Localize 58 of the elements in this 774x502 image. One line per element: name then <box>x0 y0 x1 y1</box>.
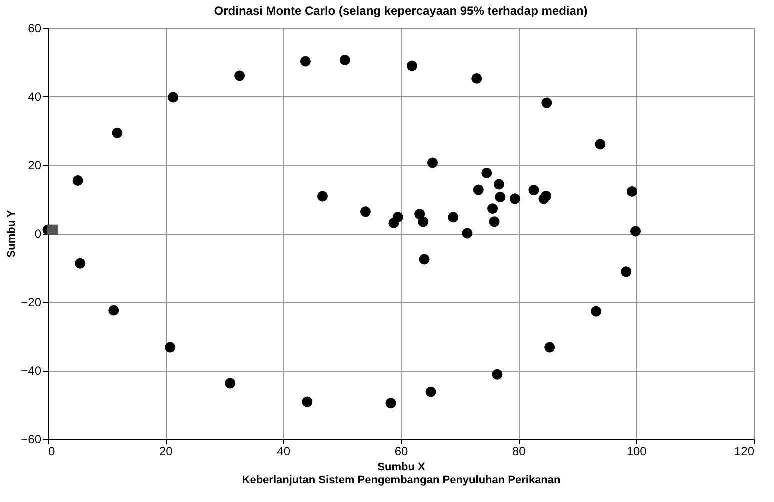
point <box>630 226 641 237</box>
y-tick-label: 20 <box>28 158 42 172</box>
point <box>462 228 473 239</box>
point <box>72 176 84 186</box>
point <box>473 184 484 196</box>
point <box>488 204 498 214</box>
x-axis-title: Sumbu X Keberlanjutan Sistem Pengembangan Penyuluhan Perikanan <box>242 462 562 486</box>
point <box>482 168 492 178</box>
point <box>595 139 606 150</box>
point <box>360 206 371 218</box>
point <box>489 216 500 228</box>
point <box>75 258 86 269</box>
x-tick-label: 0 <box>48 444 56 458</box>
y-tick-label: 0 <box>34 227 42 241</box>
x-tick-label: 80 <box>512 444 526 458</box>
point <box>165 342 176 353</box>
point <box>300 56 311 67</box>
point <box>234 70 246 82</box>
point <box>47 224 58 236</box>
y-axis-title: Sumbu Y <box>6 210 18 258</box>
point <box>168 92 179 103</box>
point <box>112 128 123 138</box>
point <box>406 60 418 72</box>
point <box>419 254 430 265</box>
point <box>626 186 638 197</box>
point <box>528 185 540 196</box>
chart-title: Ordinasi Monte Carlo (selang kepercayaan 95% terhadap median) <box>214 4 588 18</box>
point <box>108 305 120 316</box>
point <box>225 378 236 389</box>
y-tick-label: 60 <box>28 22 42 36</box>
point <box>495 192 506 202</box>
point <box>472 73 482 84</box>
x-tick-label: 20 <box>159 444 174 458</box>
point <box>426 386 436 398</box>
point <box>544 342 556 353</box>
point <box>386 398 396 409</box>
point <box>428 158 438 168</box>
point <box>318 191 328 202</box>
point <box>541 190 552 202</box>
y-tick-label: 40 <box>28 90 42 104</box>
x-tick-label: 60 <box>394 444 408 458</box>
point <box>448 212 459 223</box>
point <box>542 98 552 108</box>
point <box>494 179 504 190</box>
x-tick-label: 120 <box>734 444 755 458</box>
point <box>418 216 429 228</box>
point <box>392 212 404 223</box>
y-tick-label: −20 <box>21 296 42 310</box>
point <box>621 266 632 278</box>
x-tick-label: 40 <box>277 444 291 458</box>
y-tick-label: −40 <box>21 364 42 378</box>
x-tick-label: 100 <box>626 444 648 458</box>
point <box>591 306 602 317</box>
point <box>302 396 313 408</box>
point <box>510 194 520 204</box>
point <box>492 369 503 380</box>
y-tick-label: −60 <box>21 432 42 446</box>
point <box>340 54 350 66</box>
